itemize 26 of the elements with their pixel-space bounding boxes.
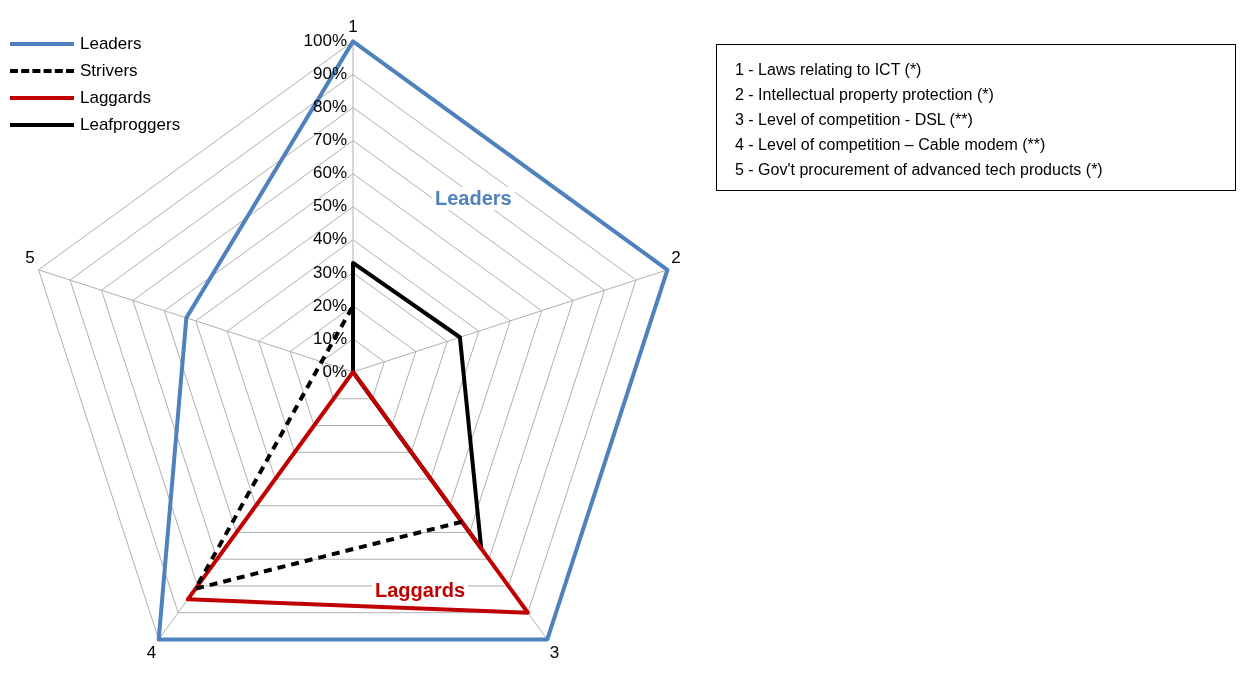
legend-label: Leafproggers (80, 114, 181, 136)
y-tick-label: 20% (312, 295, 347, 315)
y-tick-label: 0% (322, 361, 347, 381)
legend-label: Strivers (80, 60, 138, 82)
text: Leaders (432, 187, 515, 210)
y-tick-label: 60% (312, 163, 347, 183)
spoke-label: 4 (146, 642, 157, 662)
y-tick-label: 40% (312, 229, 347, 249)
spoke-label: 1 (348, 16, 358, 36)
text: 4 - Level of competition – Cable modem (**) (735, 135, 1047, 155)
spoke-label: 2 (671, 248, 681, 268)
text: 1 - Laws relating to ICT (*) (735, 60, 923, 80)
y-tick-label: 80% (312, 97, 347, 117)
spoke-label: 5 (25, 248, 35, 268)
y-tick-label: 50% (312, 196, 347, 216)
text: 5 - Gov't procurement of advanced tech products (*) (735, 160, 1104, 180)
legend-label: Leaders (80, 33, 142, 55)
y-tick-label: 100% (303, 31, 347, 51)
spoke-label: 3 (549, 642, 560, 662)
y-tick-label: 30% (312, 262, 347, 282)
text: Laggards (372, 579, 469, 602)
text: 2 - Intellectual property protection (*) (735, 85, 995, 105)
text: 3 - Level of competition - DSL (**) (735, 110, 974, 130)
y-tick-label: 10% (312, 328, 347, 348)
y-tick-label: 70% (312, 130, 347, 150)
legend-label: Laggards (80, 87, 151, 109)
